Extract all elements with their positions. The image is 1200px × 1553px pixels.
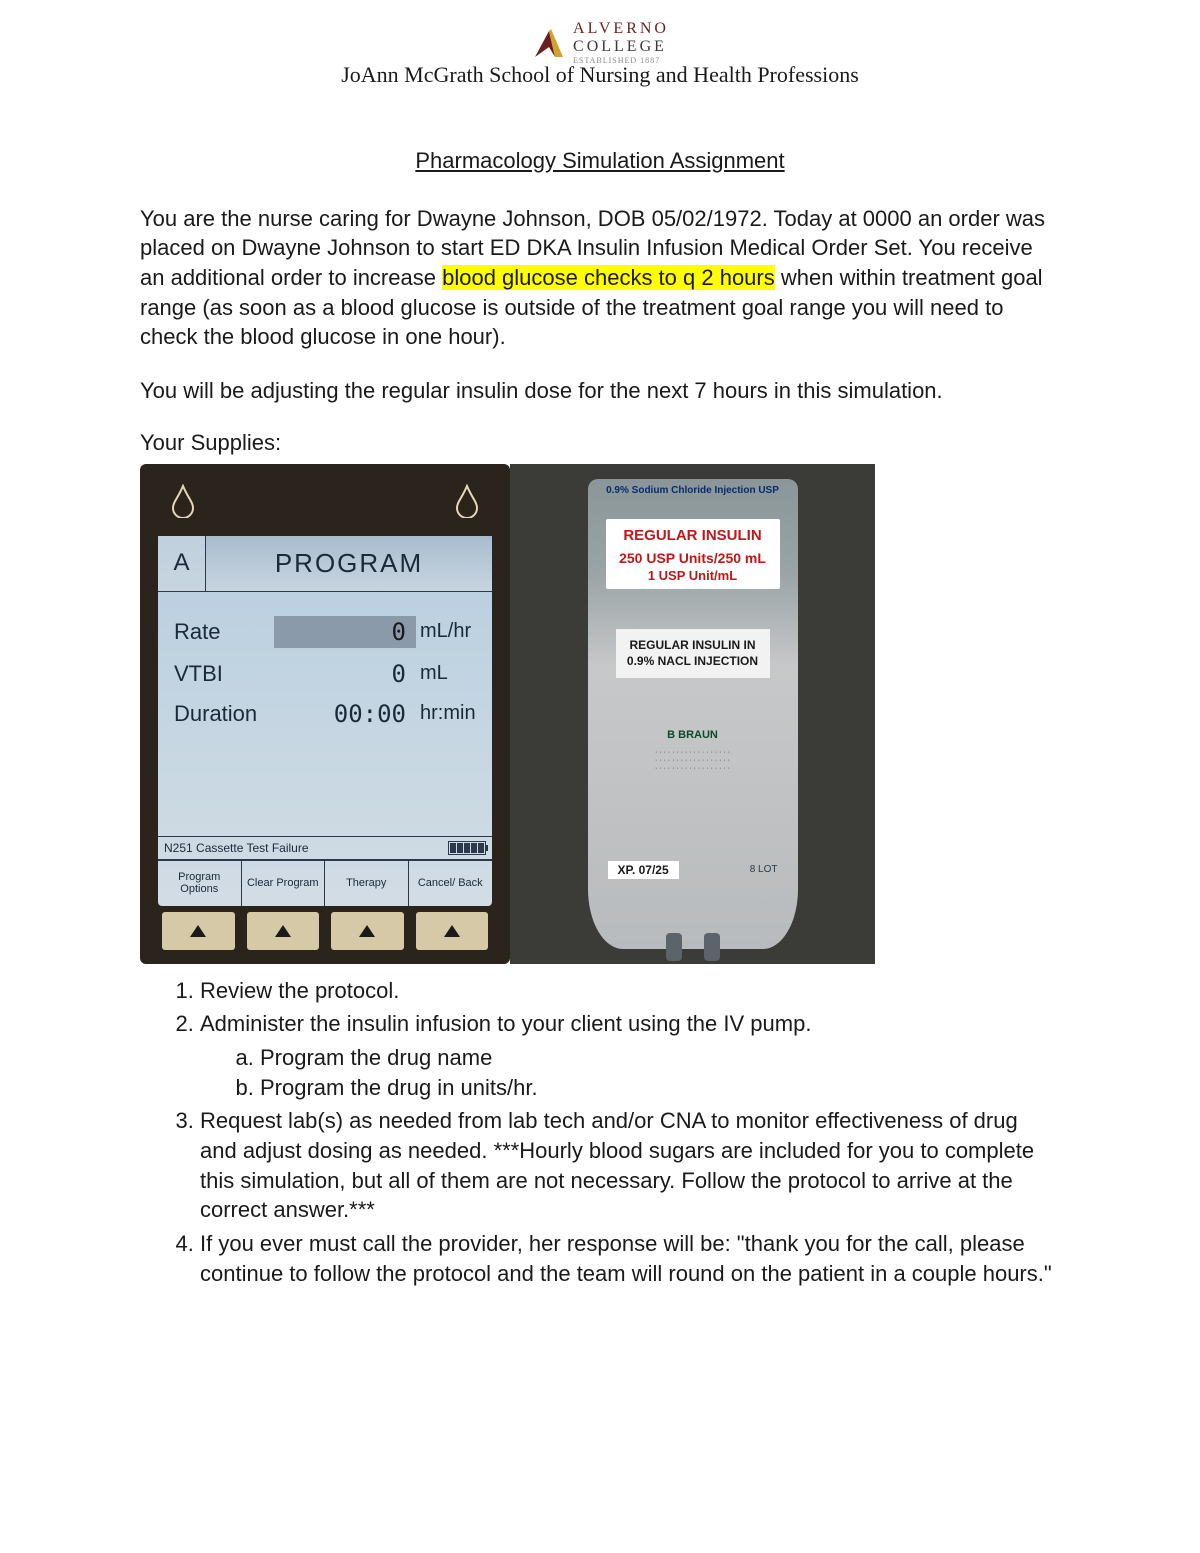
param-duration: Duration 00:00 hr:min: [170, 700, 480, 728]
rate-unit: mL/hr: [420, 620, 480, 643]
p1-highlight: blood glucose checks to q 2 hours: [442, 265, 775, 290]
document-page: ALVERNO COLLEGE ESTABLISHED 1887 JoAnn M…: [0, 0, 1200, 1391]
bag-top-text: 0.9% Sodium Chloride Injection USP: [588, 479, 798, 496]
list-item: Program the drug name: [260, 1043, 1060, 1073]
rate-value: 0: [274, 616, 416, 648]
list-item: Administer the insulin infusion to your …: [200, 1009, 1060, 1102]
instructions-list: Review the protocol. Administer the insu…: [140, 976, 1060, 1289]
pump-screen: A PROGRAM Rate 0 mL/hr VTBI 0 mL: [158, 536, 492, 906]
logo-alverno: ALVERNO: [573, 20, 669, 38]
pump-status-text: N251 Cassette Test Failure: [164, 841, 309, 855]
bag-concentration-2: 1 USP Unit/mL: [610, 568, 776, 583]
param-vtbi: VTBI 0 mL: [170, 660, 480, 688]
bag-exp-sticker: XP. 07/25: [608, 861, 679, 879]
school-name-line: JoAnn McGrath School of Nursing and Heal…: [140, 62, 1060, 88]
drop-icon: [170, 484, 196, 518]
pump-softkeys: Program Options Clear Program Therapy Ca…: [158, 860, 492, 906]
iv-bag-image: 0.9% Sodium Chloride Injection USP REGUL…: [510, 464, 875, 964]
bag-sub-1: REGULAR INSULIN IN: [620, 637, 766, 654]
port-icon: [666, 933, 682, 961]
triangle-up-icon: [416, 912, 489, 950]
bag-main-label: REGULAR INSULIN 250 USP Units/250 mL 1 U…: [606, 519, 780, 589]
vtbi-value: 0: [274, 660, 416, 688]
pump-params: Rate 0 mL/hr VTBI 0 mL Duration 00:00 hr…: [158, 592, 492, 836]
bag-fine-print: · · · · · · · · · · · · · · · · · ·· · ·…: [618, 749, 768, 774]
iv-pump-image: A PROGRAM Rate 0 mL/hr VTBI 0 mL: [140, 464, 510, 964]
vtbi-unit: mL: [420, 662, 480, 685]
header-block: ALVERNO COLLEGE ESTABLISHED 1887 JoAnn M…: [140, 20, 1060, 88]
port-icon: [704, 933, 720, 961]
triangle-up-icon: [331, 912, 404, 950]
assignment-title: Pharmacology Simulation Assignment: [140, 148, 1060, 174]
pump-screen-header: A PROGRAM: [158, 536, 492, 592]
bag-sub-label: REGULAR INSULIN IN 0.9% NACL INJECTION: [616, 629, 770, 679]
duration-value: 00:00: [274, 700, 416, 728]
bag-brand: B BRAUN: [618, 729, 768, 741]
bag-sub-2: 0.9% NACL INJECTION: [620, 653, 766, 670]
pump-screen-title: PROGRAM: [206, 536, 492, 591]
bag-concentration-1: 250 USP Units/250 mL: [610, 550, 776, 566]
college-logo: ALVERNO COLLEGE ESTABLISHED 1887: [531, 20, 669, 65]
duration-label: Duration: [170, 701, 270, 727]
supplies-label: Your Supplies:: [140, 430, 1060, 456]
bag-lot: 8 LOT: [750, 864, 778, 875]
pump-status-row: N251 Cassette Test Failure: [158, 836, 492, 860]
iv-bag: 0.9% Sodium Chloride Injection USP REGUL…: [588, 479, 798, 949]
instructions-sublist: Program the drug name Program the drug i…: [200, 1043, 1060, 1102]
duration-unit: hr:min: [420, 702, 480, 725]
list-item-text: Administer the insulin infusion to your …: [200, 1011, 811, 1036]
list-item: Review the protocol.: [200, 976, 1060, 1006]
paragraph-2: You will be adjusting the regular insuli…: [140, 376, 1060, 406]
rate-label: Rate: [170, 619, 270, 645]
drop-icon: [454, 484, 480, 518]
param-rate: Rate 0 mL/hr: [170, 616, 480, 648]
pump-hardware-buttons: [162, 912, 488, 950]
list-item: Program the drug in units/hr.: [260, 1073, 1060, 1103]
list-item: If you ever must call the provider, her …: [200, 1229, 1060, 1288]
softkey-clear-program: Clear Program: [242, 861, 326, 906]
bag-drug-name: REGULAR INSULIN: [610, 527, 776, 544]
softkey-cancel-back: Cancel/ Back: [409, 861, 493, 906]
softkey-program-options: Program Options: [158, 861, 242, 906]
paragraph-1: You are the nurse caring for Dwayne John…: [140, 204, 1060, 352]
softkey-therapy: Therapy: [325, 861, 409, 906]
battery-icon: [448, 841, 486, 855]
pump-channel: A: [158, 536, 206, 591]
triangle-up-icon: [162, 912, 235, 950]
triangle-up-icon: [247, 912, 320, 950]
supplies-images: A PROGRAM Rate 0 mL/hr VTBI 0 mL: [140, 464, 1060, 964]
vtbi-label: VTBI: [170, 661, 270, 687]
bag-ports: [588, 933, 798, 961]
logo-college: COLLEGE: [573, 38, 667, 56]
list-item: Request lab(s) as needed from lab tech a…: [200, 1106, 1060, 1225]
logo-text: ALVERNO COLLEGE ESTABLISHED 1887: [573, 20, 669, 65]
logo-mark-icon: [531, 25, 567, 61]
